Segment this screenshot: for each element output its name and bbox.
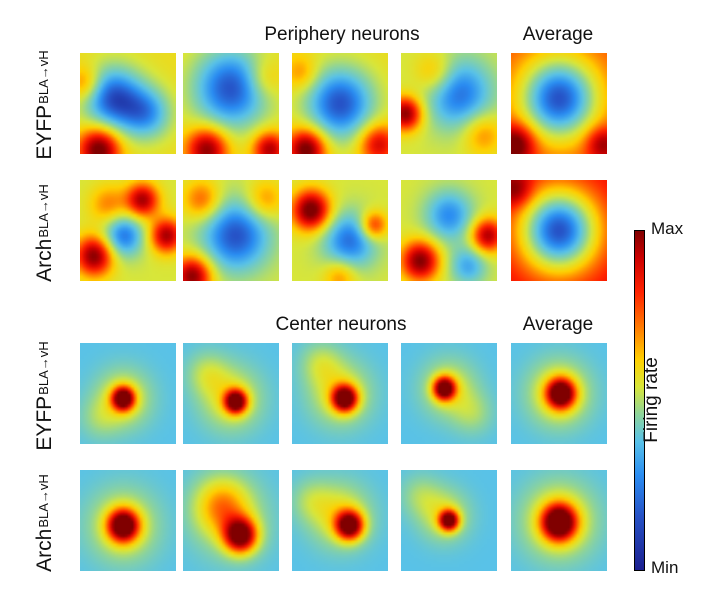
- periphery-neurons-title: Periphery neurons: [264, 24, 420, 45]
- heatmap-panel: [80, 53, 176, 154]
- center-neurons-title: Center neurons: [275, 314, 407, 335]
- colorbar-max-label: Max: [651, 219, 684, 238]
- row-label-name: EYFP: [33, 395, 56, 451]
- row-label-superscript: BLA→vH: [35, 341, 51, 395]
- heatmap-panel: [401, 343, 497, 444]
- heatmap-panel: [183, 180, 279, 281]
- colorbar-min-label: Min: [651, 558, 679, 577]
- heatmap-panel: [80, 180, 176, 281]
- heatmap-panel: [183, 470, 279, 571]
- heatmap-panel: [80, 470, 176, 571]
- heatmap-panel: [183, 343, 279, 444]
- colorbar-title: Firing rate: [641, 357, 662, 443]
- periphery-average-title: Average: [522, 24, 594, 45]
- heatmap-panel: [183, 53, 279, 154]
- heatmap-panel: [401, 180, 497, 281]
- heatmap-panel: [511, 180, 607, 281]
- heatmap-panel: [292, 180, 388, 281]
- row-label-name: EYFP: [33, 104, 56, 160]
- row-label-superscript: BLA→vH: [35, 50, 51, 104]
- row-label-superscript: BLA→vH: [35, 184, 51, 238]
- row-label-arch-center: Arch BLA→vH: [30, 448, 60, 598]
- heatmap-panel: [511, 53, 607, 154]
- center-average-title: Average: [522, 314, 594, 335]
- heatmap-panel: [401, 470, 497, 571]
- heatmap-panel: [292, 53, 388, 154]
- heatmap-panel: [80, 343, 176, 444]
- row-label-name: Arch: [33, 238, 56, 282]
- row-label-superscript: BLA→vH: [35, 474, 51, 528]
- colorbar: [634, 230, 645, 571]
- heatmap-panel: [292, 343, 388, 444]
- heatmap-panel: [511, 343, 607, 444]
- heatmap-panel: [401, 53, 497, 154]
- row-label-arch-periphery: Arch BLA→vH: [30, 158, 60, 308]
- heatmap-panel: [292, 470, 388, 571]
- row-label-name: Arch: [33, 528, 56, 572]
- heatmap-panel: [511, 470, 607, 571]
